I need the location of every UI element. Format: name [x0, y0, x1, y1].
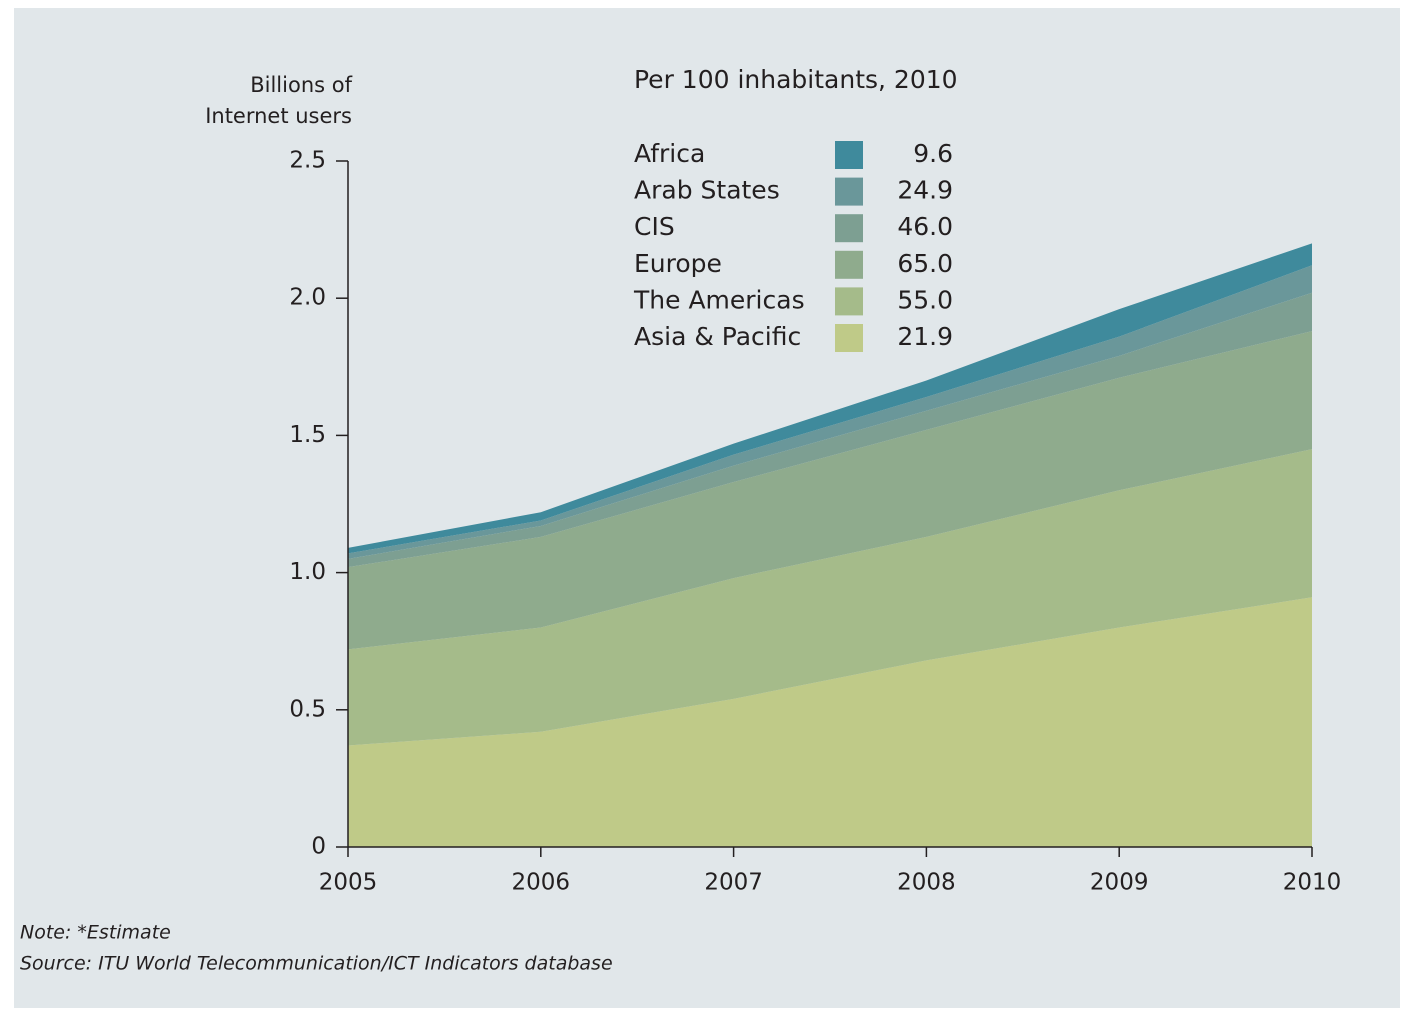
- legend-rate: 9.6: [913, 139, 953, 168]
- y-tick-label: 0.5: [289, 696, 326, 722]
- legend-title: Per 100 inhabitants, 2010: [634, 65, 958, 94]
- legend-label: Asia & Pacific: [634, 322, 801, 351]
- legend-swatch: [835, 177, 863, 206]
- legend-label: The Americas: [633, 285, 805, 314]
- y-tick-label: 0: [311, 834, 326, 860]
- note: Note: *Estimate: [20, 922, 171, 944]
- legend-rate: 55.0: [897, 285, 953, 314]
- y-axis-label: Internet users: [205, 104, 352, 128]
- legend-rate: 21.9: [897, 322, 953, 351]
- y-axis-label: Billions of: [250, 73, 352, 97]
- x-tick-label: 2007: [704, 870, 763, 896]
- legend-swatch: [835, 324, 863, 352]
- legend-label: Europe: [634, 249, 722, 278]
- legend-label: Arab States: [634, 176, 780, 205]
- y-tick-label: 2.0: [289, 285, 326, 311]
- y-tick-label: 1.5: [289, 422, 326, 448]
- x-tick-label: 2009: [1090, 870, 1149, 896]
- legend-swatch: [835, 141, 863, 169]
- legend-label: Africa: [634, 139, 705, 168]
- legend-rate: 46.0: [897, 212, 953, 241]
- x-tick-label: 2010: [1283, 870, 1342, 896]
- legend-swatch: [835, 287, 863, 316]
- y-tick-label: 2.5: [289, 148, 326, 174]
- area: [348, 597, 1312, 847]
- legend-swatch: [835, 250, 863, 279]
- x-tick-label: 2006: [512, 870, 571, 896]
- x-tick-label: 2005: [319, 870, 378, 896]
- area: [348, 449, 1312, 746]
- y-tick-label: 1.0: [289, 559, 326, 585]
- legend-rate: 65.0: [897, 249, 953, 278]
- area: [348, 331, 1312, 650]
- legend-label: CIS: [634, 212, 675, 241]
- legend-rate: 24.9: [897, 176, 953, 205]
- source: Source: ITU World Telecommunication/ICT …: [20, 953, 613, 975]
- x-tick-label: 2008: [897, 870, 956, 896]
- legend-swatch: [835, 214, 863, 243]
